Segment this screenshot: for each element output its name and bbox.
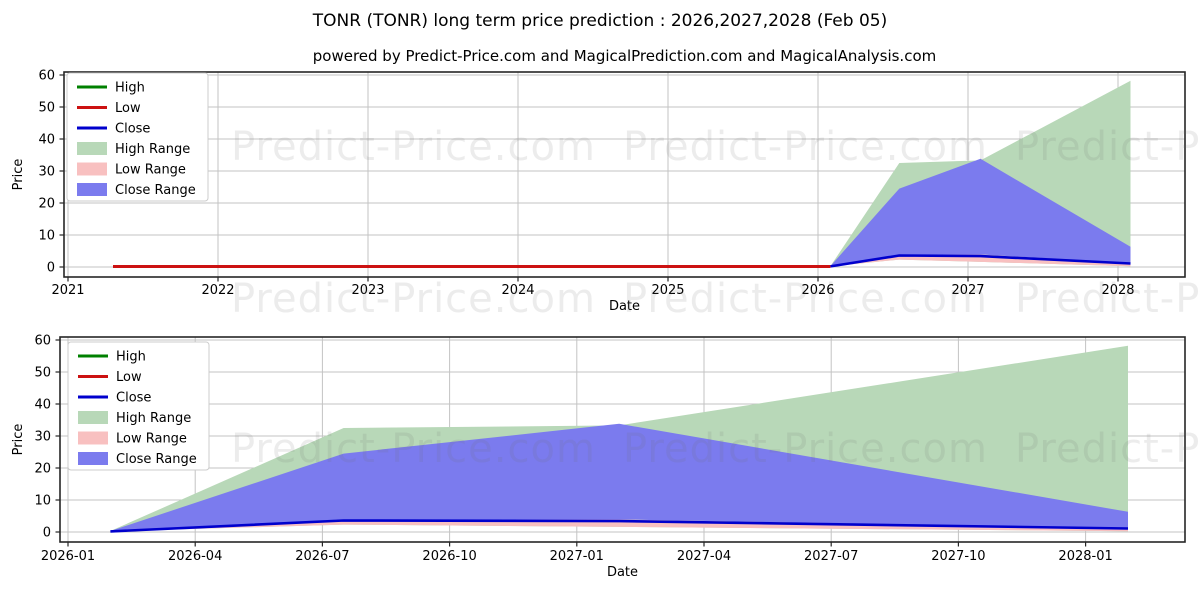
- watermark-text: Predict-Price.com: [231, 124, 596, 170]
- y-tick-label: 20: [38, 197, 55, 212]
- x-tick-label: 2026-07: [295, 549, 349, 564]
- x-tick-label: 2021: [51, 283, 84, 298]
- y-tick-label: 30: [38, 165, 55, 180]
- x-tick-label: 2026-04: [168, 549, 222, 564]
- x-tick-label: 2023: [351, 283, 384, 298]
- close-line: [830, 254, 1131, 268]
- close-range-area: [830, 158, 1131, 267]
- legend-label: High Range: [116, 411, 191, 426]
- legend: High Low Close High Range Low Range Close Ran…: [66, 72, 209, 202]
- yearly-price-chart: 2021 2022 2023 2024 2025 2026 2027 2028 0 10 20 30 4…: [11, 69, 1186, 314]
- legend-label: Close Range: [116, 452, 197, 467]
- watermark-text: Predict-Price.com: [623, 124, 988, 170]
- close-range-area: [110, 423, 1128, 532]
- x-tick-label: 2026: [801, 283, 834, 298]
- close-line: [110, 519, 1129, 533]
- y-tick-label: 20: [34, 462, 51, 477]
- watermark-text: Predict-Price.com: [1015, 276, 1200, 322]
- legend-label: Close: [116, 391, 151, 406]
- y-axis-label: Price: [11, 424, 26, 456]
- y-tick-label: 30: [34, 430, 51, 445]
- y-tick-label: 40: [34, 398, 51, 413]
- watermark-layer: Predict-Price.com Predict-Price.com Predic…: [231, 124, 1200, 472]
- legend-label: High Range: [115, 142, 190, 157]
- x-tick-label: 2027: [951, 283, 984, 298]
- legend-label: Low Range: [116, 432, 187, 447]
- x-tick-label: 2027-07: [804, 549, 858, 564]
- low-range-legend-swatch: [77, 162, 107, 176]
- y-tick-label: 0: [47, 261, 55, 276]
- x-tick-label: 2025: [651, 283, 684, 298]
- legend-label: Close: [115, 122, 150, 137]
- low-range-legend-swatch: [78, 431, 108, 445]
- low-range-area: [830, 254, 1131, 267]
- watermark-text: Predict-Price.com: [623, 276, 988, 322]
- close-range-legend-swatch: [78, 452, 108, 465]
- plot-border: [63, 71, 1186, 278]
- high-range-legend-swatch: [78, 411, 108, 424]
- y-tick-label: 10: [38, 229, 55, 244]
- legend: High Low Close High Range Low Range Close Ran…: [67, 341, 210, 471]
- watermark-text: Predict-Price.com: [1015, 124, 1200, 170]
- watermark-text: Predict-Price.com: [623, 426, 988, 472]
- x-tick-label: 2024: [501, 283, 534, 298]
- x-tick-label: 2028-01: [1058, 549, 1112, 564]
- x-tick-label: 2028: [1101, 283, 1134, 298]
- y-axis-label: Price: [11, 159, 26, 191]
- x-tick-label: 2027-01: [550, 549, 604, 564]
- x-tick-label: 2027-04: [677, 549, 731, 564]
- y-tick-label: 60: [34, 334, 51, 349]
- x-tick-label: 2027-10: [931, 549, 985, 564]
- page-title: TONR (TONR) long term price prediction :…: [312, 11, 888, 31]
- legend-label: High: [115, 81, 145, 96]
- x-axis-label: Date: [609, 299, 640, 314]
- y-tick-label: 0: [43, 526, 51, 541]
- y-tick-label: 50: [38, 101, 55, 116]
- x-tick-label: 2026-01: [41, 549, 95, 564]
- y-tick-label: 60: [38, 69, 55, 84]
- legend-label: Close Range: [115, 183, 196, 198]
- watermark-text: Predict-Price.com: [231, 426, 596, 472]
- y-tick-label: 10: [34, 494, 51, 509]
- x-tick-label: 2022: [201, 283, 234, 298]
- legend-label: High: [116, 350, 146, 365]
- low-range-area: [110, 519, 1128, 532]
- legend-label: Low: [116, 370, 142, 385]
- x-axis-label: Date: [607, 565, 638, 580]
- page-subtitle: powered by Predict-Price.com and Magical…: [312, 47, 937, 65]
- close-range-legend-swatch: [77, 183, 107, 196]
- watermark-text: Predict-Price.com: [231, 276, 596, 322]
- x-tick-label: 2026-10: [422, 549, 476, 564]
- high-range-legend-swatch: [77, 142, 107, 155]
- prediction-detail-chart: 2026-01 2026-04 2026-07 2026-10 2027-01 2027-…: [11, 334, 1186, 580]
- legend-label: Low Range: [115, 163, 186, 178]
- watermark-text: Predict-Price.com: [1015, 426, 1200, 472]
- legend-label: Low: [115, 101, 141, 116]
- plot-border: [59, 336, 1186, 543]
- y-tick-label: 50: [34, 366, 51, 381]
- y-tick-label: 40: [38, 133, 55, 148]
